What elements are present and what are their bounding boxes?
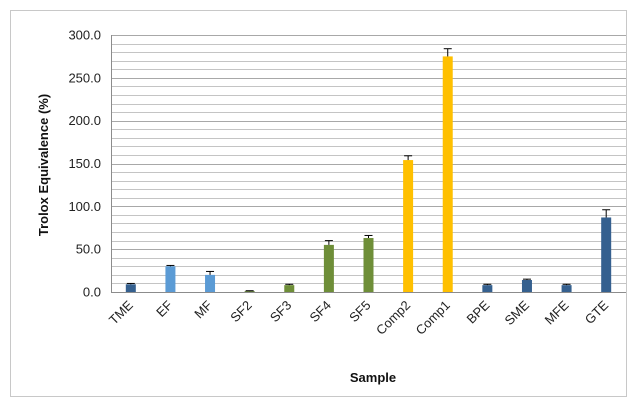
y-tick-label: 100.0 [68,199,101,214]
bar [482,285,493,292]
bar [244,291,255,292]
bar [205,274,216,292]
y-tick-label: 50.0 [76,242,101,257]
bar [403,160,414,292]
y-tick-label: 250.0 [68,70,101,85]
bar [561,285,572,292]
chart-area-border [10,10,627,397]
gridlines [111,35,626,293]
bar [284,285,295,292]
bar [442,56,453,292]
bar [363,238,374,292]
bar [521,280,532,292]
bar [125,284,136,292]
y-tick-label: 0.0 [83,285,101,300]
bars [125,48,612,292]
bar [165,266,176,292]
y-axis-title: Trolox Equivalence (%) [36,94,51,236]
y-tick-label: 300.0 [68,28,101,43]
y-tick-label: 150.0 [68,156,101,171]
y-tick-label: 200.0 [68,113,101,128]
x-axis-title: Sample [350,370,396,385]
bar [601,217,612,292]
bar [323,244,334,292]
